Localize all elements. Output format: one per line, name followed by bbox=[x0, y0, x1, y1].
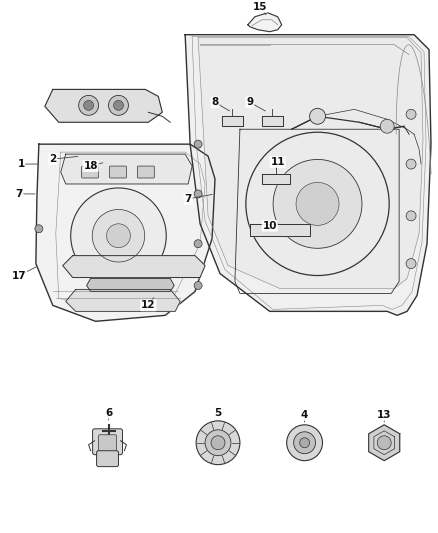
Text: 9: 9 bbox=[246, 98, 254, 107]
Circle shape bbox=[194, 281, 202, 289]
Polygon shape bbox=[36, 144, 215, 321]
FancyBboxPatch shape bbox=[110, 166, 127, 178]
Circle shape bbox=[92, 209, 145, 262]
Circle shape bbox=[406, 109, 416, 119]
Polygon shape bbox=[262, 116, 283, 126]
FancyBboxPatch shape bbox=[99, 435, 117, 451]
Polygon shape bbox=[369, 425, 400, 461]
Circle shape bbox=[71, 188, 166, 284]
Circle shape bbox=[377, 436, 391, 450]
Polygon shape bbox=[63, 256, 205, 278]
Circle shape bbox=[293, 432, 315, 454]
Text: 2: 2 bbox=[49, 154, 57, 164]
Circle shape bbox=[406, 159, 416, 169]
FancyBboxPatch shape bbox=[92, 429, 123, 455]
Circle shape bbox=[194, 140, 202, 148]
Circle shape bbox=[300, 438, 310, 448]
Polygon shape bbox=[61, 154, 192, 184]
Circle shape bbox=[205, 430, 231, 456]
Text: 1: 1 bbox=[18, 159, 25, 169]
Polygon shape bbox=[185, 35, 431, 316]
Polygon shape bbox=[262, 174, 290, 184]
FancyBboxPatch shape bbox=[81, 166, 99, 178]
Circle shape bbox=[196, 421, 240, 465]
Circle shape bbox=[296, 182, 339, 225]
Text: 5: 5 bbox=[214, 408, 222, 418]
Text: 13: 13 bbox=[377, 410, 392, 420]
FancyBboxPatch shape bbox=[138, 166, 154, 178]
Circle shape bbox=[211, 436, 225, 450]
Circle shape bbox=[406, 211, 416, 221]
Circle shape bbox=[246, 132, 389, 276]
Polygon shape bbox=[66, 289, 180, 311]
Text: 10: 10 bbox=[262, 221, 277, 231]
Polygon shape bbox=[45, 90, 162, 122]
Text: 18: 18 bbox=[83, 161, 98, 171]
Circle shape bbox=[106, 224, 131, 248]
Text: 8: 8 bbox=[212, 98, 219, 107]
FancyBboxPatch shape bbox=[97, 451, 119, 466]
Circle shape bbox=[310, 108, 325, 124]
Circle shape bbox=[273, 159, 362, 248]
Circle shape bbox=[113, 100, 124, 110]
Circle shape bbox=[406, 259, 416, 269]
Circle shape bbox=[79, 95, 99, 115]
Circle shape bbox=[194, 240, 202, 248]
Text: 4: 4 bbox=[301, 410, 308, 420]
Text: 12: 12 bbox=[141, 301, 155, 310]
Circle shape bbox=[380, 119, 394, 133]
Polygon shape bbox=[250, 224, 310, 236]
Text: 15: 15 bbox=[253, 2, 267, 12]
Circle shape bbox=[35, 225, 43, 233]
Text: 7: 7 bbox=[184, 194, 192, 204]
Circle shape bbox=[109, 95, 128, 115]
Polygon shape bbox=[87, 279, 174, 292]
Polygon shape bbox=[248, 13, 282, 31]
Text: 11: 11 bbox=[271, 157, 285, 167]
Circle shape bbox=[194, 190, 202, 198]
Polygon shape bbox=[198, 38, 423, 288]
Circle shape bbox=[287, 425, 322, 461]
Text: 6: 6 bbox=[105, 408, 112, 418]
Text: 17: 17 bbox=[12, 271, 26, 280]
Text: 7: 7 bbox=[15, 189, 23, 199]
Polygon shape bbox=[222, 116, 243, 126]
Circle shape bbox=[84, 100, 94, 110]
